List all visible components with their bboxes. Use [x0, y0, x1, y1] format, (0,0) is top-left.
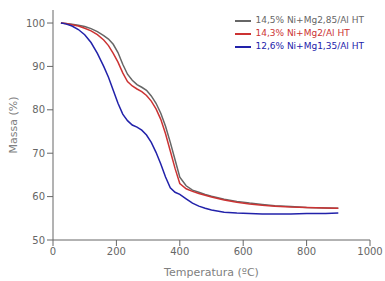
svg-text:70: 70: [32, 148, 45, 159]
svg-text:600: 600: [234, 246, 253, 257]
svg-text:100: 100: [26, 18, 45, 29]
svg-text:Massa (%): Massa (%): [8, 97, 20, 154]
svg-text:200: 200: [107, 246, 126, 257]
html-text:12,6% Ni+Mg1,35/Al HT: 12,6% Ni+Mg1,35/Al HT: [255, 41, 364, 51]
svg-text:0: 0: [50, 246, 56, 257]
html-text:14,3% Ni+Mg2/Al HT: 14,3% Ni+Mg2/Al HT: [255, 28, 350, 38]
svg-text:400: 400: [170, 246, 189, 257]
svg-text:80: 80: [32, 104, 45, 115]
svg-text:Temperatura (ºC): Temperatura (ºC): [163, 266, 259, 279]
svg-text:90: 90: [32, 61, 45, 72]
svg-text:50: 50: [32, 235, 45, 246]
html-text:14,5% Ni+Mg2,85/Al HT: 14,5% Ni+Mg2,85/Al HT: [255, 15, 364, 25]
svg-text:800: 800: [297, 246, 316, 257]
svg-text:1000: 1000: [357, 246, 377, 257]
svg-text:60: 60: [32, 191, 45, 202]
